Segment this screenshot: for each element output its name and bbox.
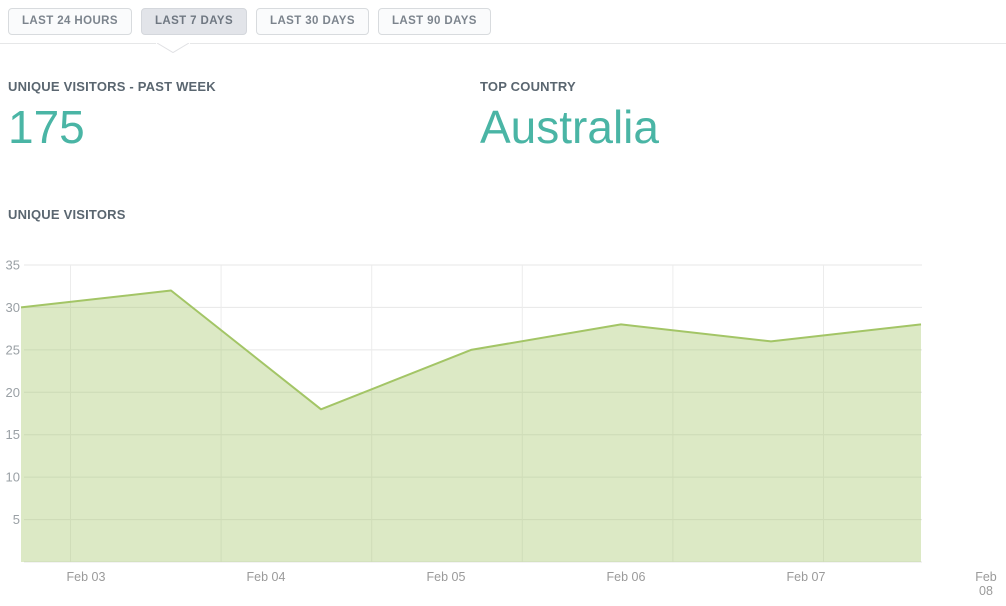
y-tick-label: 5: [13, 512, 20, 527]
stat-unique-visitors-past-week: UNIQUE VISITORS - PAST WEEK 175: [8, 79, 216, 151]
filter-button-last-90-days[interactable]: LAST 90 DAYS: [377, 8, 491, 35]
chart-title: UNIQUE VISITORS: [8, 207, 126, 222]
filter-button-last-24-hours[interactable]: LAST 24 HOURS: [8, 8, 132, 35]
x-tick-label: Feb 08: [975, 570, 997, 599]
x-tick-label: Feb 04: [246, 570, 286, 584]
trend-line: [20, 289, 922, 411]
y-tick-label: 30: [6, 300, 20, 315]
x-tick-label: Feb 07: [786, 570, 826, 584]
y-tick-label: 20: [6, 385, 20, 400]
stat-label: UNIQUE VISITORS - PAST WEEK: [8, 79, 216, 94]
area-fill: [21, 290, 921, 562]
stat-value: 175: [8, 101, 85, 153]
y-tick-label: 25: [6, 342, 20, 357]
y-tick-label: 10: [6, 470, 20, 485]
y-tick-label: 15: [6, 427, 20, 442]
stat-label: TOP COUNTRY: [480, 79, 576, 94]
time-range-filter-bar: LAST 24 HOURS LAST 7 DAYS LAST 30 DAYS LAST…: [8, 8, 491, 35]
unique-visitors-area-chart: 5 10 15 20 25 30 35: [6, 258, 922, 563]
filter-button-last-30-days[interactable]: LAST 30 DAYS: [256, 8, 369, 35]
filters-divider: [0, 43, 1006, 44]
x-tick-label: Feb 05: [426, 570, 466, 584]
filter-button-last-7-days[interactable]: LAST 7 DAYS: [140, 8, 248, 35]
selected-filter-notch-icon: [156, 43, 190, 54]
stat-value: Australia: [480, 101, 659, 153]
x-tick-label: Feb 06: [606, 570, 646, 584]
y-tick-label: 35: [6, 258, 20, 273]
x-tick-label: Feb 03: [66, 570, 106, 584]
stat-top-country: TOP COUNTRY Australia: [480, 79, 659, 151]
